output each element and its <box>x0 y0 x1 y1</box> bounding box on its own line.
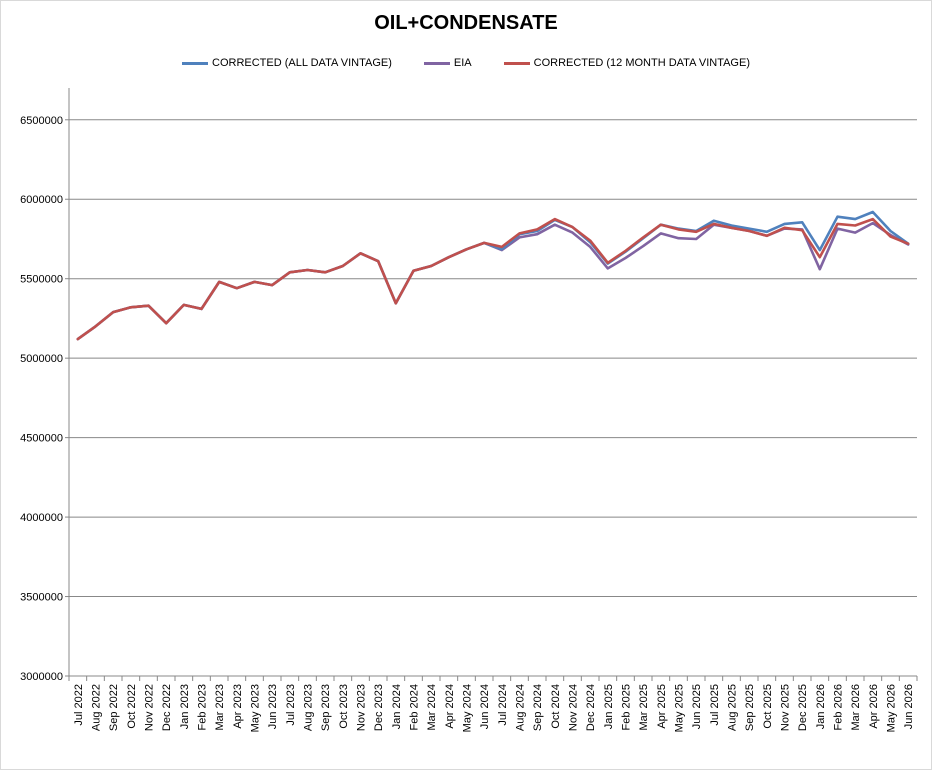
x-tick-label: May 2025 <box>674 684 686 732</box>
x-tick-label: Nov 2025 <box>780 684 792 731</box>
x-tick-label: Apr 2023 <box>232 684 244 729</box>
y-tick-label: 4500000 <box>20 433 63 445</box>
legend-label-corrected-12: CORRECTED (12 MONTH DATA VINTAGE) <box>533 57 750 69</box>
series-line-0 <box>76 210 910 341</box>
y-tick-label: 6500000 <box>20 115 63 127</box>
x-tick-label: Mar 2025 <box>638 684 650 730</box>
x-tick-label: Nov 2022 <box>144 684 156 731</box>
x-tick-label: Sep 2025 <box>744 684 756 731</box>
x-tick-label: Jun 2025 <box>691 684 703 729</box>
x-tick-label: Aug 2024 <box>515 684 527 731</box>
x-tick-label: Mar 2026 <box>850 684 862 730</box>
x-tick-label: May 2026 <box>886 684 898 732</box>
x-tick-label: Apr 2026 <box>868 684 880 729</box>
legend-item-corrected-all: CORRECTED (ALL DATA VINTAGE) <box>182 54 392 72</box>
y-tick-label: 5500000 <box>20 274 63 286</box>
series-line-2 <box>76 217 910 341</box>
x-tick-label: Feb 2026 <box>833 684 845 730</box>
x-tick-label: Jan 2026 <box>815 684 827 729</box>
x-tick-label: Nov 2023 <box>356 684 368 731</box>
y-tick-label: 3000000 <box>20 671 63 683</box>
y-tick-label: 3500000 <box>20 592 63 604</box>
x-tick-label: Sep 2023 <box>320 684 332 731</box>
x-tick-label: May 2023 <box>250 684 262 732</box>
x-tick-label: Feb 2023 <box>197 684 209 730</box>
x-tick-label: Sep 2022 <box>108 684 120 731</box>
x-tick-label: Dec 2024 <box>585 684 597 731</box>
x-tick-label: May 2024 <box>462 684 474 732</box>
x-tick-label: Jun 2026 <box>903 684 915 729</box>
x-tick-label: Jul 2024 <box>497 684 509 726</box>
series-line-1 <box>76 221 910 341</box>
x-tick-label: Dec 2022 <box>161 684 173 731</box>
x-tick-label: Feb 2025 <box>621 684 633 730</box>
x-tick-label: Mar 2024 <box>426 684 438 730</box>
x-tick-label: Aug 2022 <box>91 684 103 731</box>
x-tick-label: Nov 2024 <box>568 684 580 731</box>
x-tick-label: Apr 2025 <box>656 684 668 729</box>
x-tick-label: Jul 2025 <box>709 684 721 726</box>
x-tick-label: Dec 2023 <box>373 684 385 731</box>
legend-swatch-corrected-12 <box>503 61 530 65</box>
legend: CORRECTED (ALL DATA VINTAGE) EIA CORRECT… <box>0 54 932 72</box>
legend-swatch-corrected-all <box>182 61 208 65</box>
legend-item-eia: EIA <box>423 54 472 72</box>
x-tick-label: Oct 2022 <box>126 684 138 729</box>
x-tick-label: Jun 2023 <box>267 684 279 729</box>
legend-item-corrected-12: CORRECTED (12 MONTH DATA VINTAGE) <box>503 54 750 72</box>
x-tick-label: Apr 2024 <box>444 684 456 729</box>
legend-swatch-eia <box>423 61 450 65</box>
y-tick-label: 5000000 <box>20 353 63 365</box>
legend-label-corrected-all: CORRECTED (ALL DATA VINTAGE) <box>212 57 392 69</box>
x-tick-label: Feb 2024 <box>409 684 421 730</box>
x-tick-label: Oct 2023 <box>338 684 350 729</box>
x-tick-label: Jan 2023 <box>179 684 191 729</box>
y-tick-label: 4000000 <box>20 512 63 524</box>
x-tick-label: Dec 2025 <box>797 684 809 731</box>
x-tick-label: Oct 2025 <box>762 684 774 729</box>
x-tick-label: Sep 2024 <box>532 684 544 731</box>
x-tick-label: Jun 2024 <box>479 684 491 729</box>
x-tick-label: Oct 2024 <box>550 684 562 729</box>
x-tick-label: Jan 2024 <box>391 684 403 729</box>
x-tick-label: Jul 2022 <box>73 684 85 726</box>
x-tick-label: Aug 2025 <box>727 684 739 731</box>
x-tick-label: Jul 2023 <box>285 684 297 726</box>
x-tick-label: Jan 2025 <box>603 684 615 729</box>
chart-title: OIL+CONDENSATE <box>374 12 558 34</box>
x-tick-label: Aug 2023 <box>303 684 315 731</box>
y-tick-label: 6000000 <box>20 194 63 206</box>
x-tick-label: Mar 2023 <box>214 684 226 730</box>
legend-label-eia: EIA <box>453 57 472 69</box>
